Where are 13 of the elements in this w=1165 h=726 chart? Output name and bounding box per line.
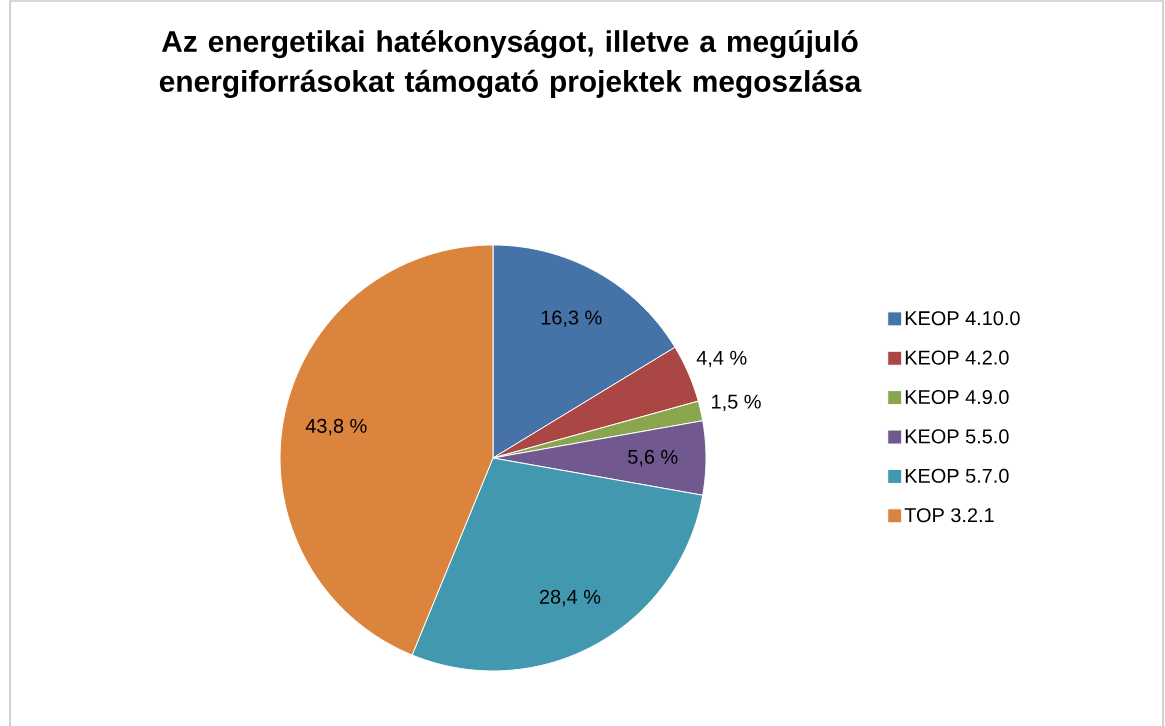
legend-label: TOP 3.2.1 (904, 508, 994, 523)
legend-label: KEOP 4.2.0 (905, 350, 1009, 365)
chart-title: Az energetikai hatékonyságot, illetve a megújuló energiforrásokat támogató projektek megoszlása (159, 29, 862, 99)
data-label: 1,5 % (712, 394, 761, 412)
data-label: 5,6 % (628, 449, 678, 467)
legend-label: KEOP 5.5.0 (905, 429, 1009, 444)
legend-label: KEOP 5.7.0 (905, 468, 1009, 483)
legend-label: KEOP 4.9.0 (905, 389, 1009, 405)
data-label: 4,4 % (696, 350, 747, 368)
data-label: 28,4 % (539, 589, 601, 607)
legend-label: KEOP 4.10.0 (905, 311, 1020, 326)
data-label: 16,3 % (541, 310, 602, 327)
data-label: 43,8 % (305, 418, 367, 436)
